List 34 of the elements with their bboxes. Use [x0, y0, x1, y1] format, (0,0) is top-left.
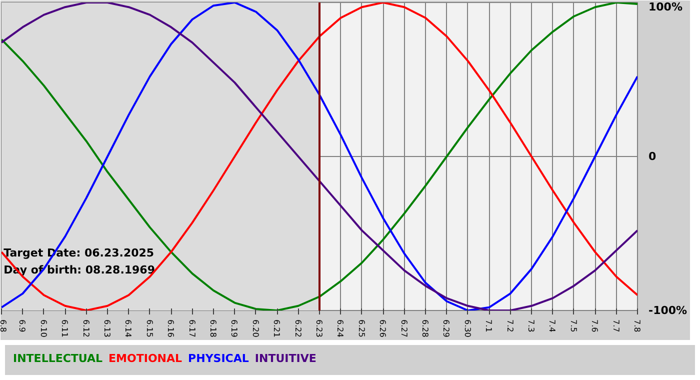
- x-tick-label: 6.27: [399, 320, 408, 338]
- x-tick-label: 7.5: [568, 320, 578, 332]
- x-tick-label: 6.24: [336, 320, 345, 338]
- y-tick-label: -100%: [648, 304, 688, 317]
- x-tick-label: 6.23: [314, 320, 324, 338]
- x-tick-label: 6.21: [272, 320, 282, 338]
- x-tick-label: 6.20: [250, 320, 260, 338]
- y-tick-label: 0: [648, 150, 656, 163]
- x-tick-label: 7.4: [548, 320, 557, 332]
- x-tick-label: 6.8: [0, 320, 8, 332]
- x-tick-label: 6.12: [81, 320, 90, 338]
- x-tick-label: 6.28: [420, 320, 430, 338]
- x-tick-label: 6.22: [293, 320, 302, 338]
- x-tick-label: 6.18: [208, 320, 218, 338]
- x-tick-label: 7.7: [611, 320, 620, 332]
- x-tick-label: 6.16: [166, 320, 176, 338]
- x-tick-label: 7.8: [632, 320, 642, 332]
- x-tick-label: 6.17: [187, 320, 196, 338]
- x-tick-label: 7.3: [526, 320, 536, 332]
- x-tick-label: 6.10: [38, 320, 48, 338]
- x-tick-label: 6.30: [462, 320, 472, 338]
- x-tick-label: 6.9: [18, 320, 27, 332]
- y-tick-label: 100%: [648, 0, 682, 14]
- x-tick-label: 6.19: [230, 320, 239, 338]
- x-tick-label: 7.6: [590, 320, 600, 332]
- x-tick-label: 6.13: [102, 320, 112, 338]
- x-tick-label: 6.15: [144, 320, 154, 338]
- x-tick-label: 6.29: [442, 320, 451, 338]
- x-tick-label: 7.1: [484, 320, 494, 332]
- x-tick-label: 6.11: [60, 320, 70, 338]
- x-tick-label: 6.14: [124, 320, 133, 338]
- x-tick-label: 6.25: [356, 320, 366, 338]
- x-tick-label: 7.2: [505, 320, 514, 332]
- x-tick-label: 6.26: [378, 320, 388, 338]
